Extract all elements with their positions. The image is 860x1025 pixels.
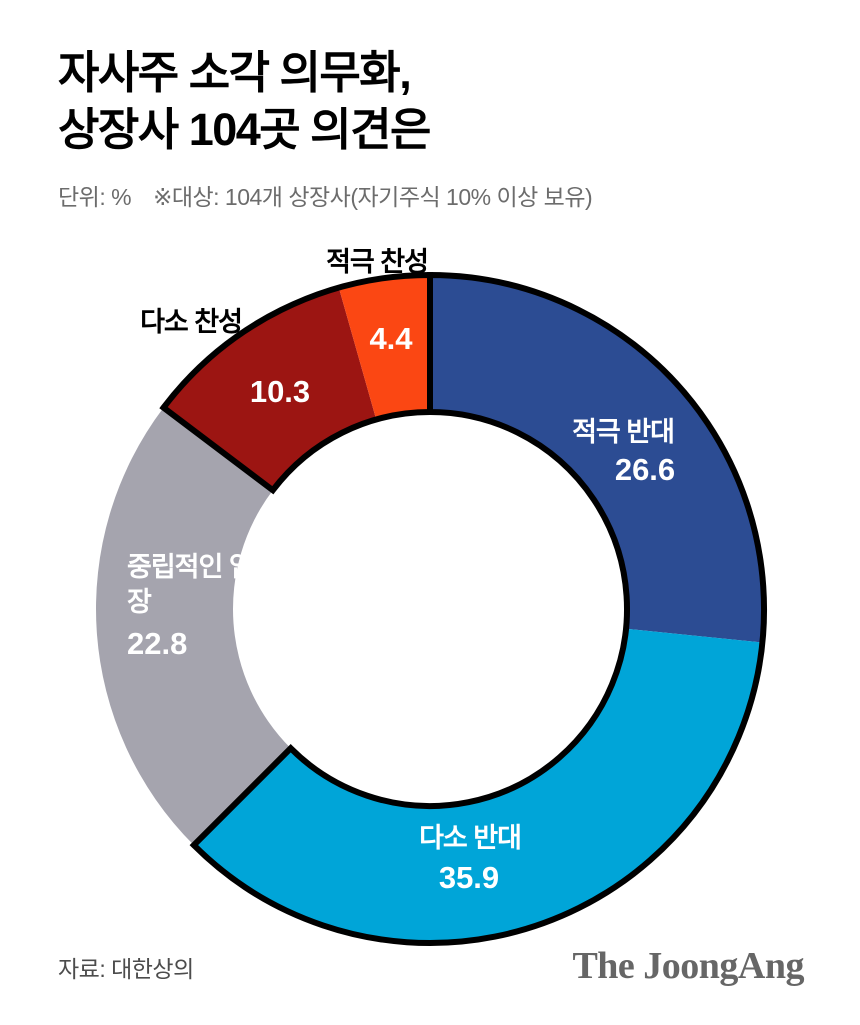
segment-value-neutral: 22.8 [127,626,188,661]
donut-segment-2 [96,407,291,846]
chart-subtitle: 단위: % ※대상: 104개 상장사(자기주식 10% 이상 보유) [58,178,593,212]
source-note: 자료: 대한상의 [58,956,194,982]
segment-value-daso-bandae: 35.9 [438,860,500,895]
segment-label-daso-chanseong: 다소 찬성 [140,307,243,337]
segment-label-jeokguk-bandae: 적극 반대 [572,417,675,447]
donut-segment-3 [163,287,377,491]
donut-segment-4 [338,275,430,420]
segment-value-jeokguk-chanseong: 4.4 [369,321,413,356]
donut-group-outline-1 [159,271,433,495]
chart-title-line1: 자사주 소각 의무화, [58,47,412,98]
chart-title: 자사주 소각 의무화, 상장사 104곳 의견은 [58,44,778,158]
segment-label-jeokguk-chanseong: 적극 찬성 [326,247,429,277]
segment-label-daso-bandae: 다소 반대 [419,823,522,853]
segment-value-jeokguk-bandae: 26.6 [614,452,676,487]
segment-label-neutral: 중립적인 입장 [127,552,254,617]
unit-label: 단위: % [58,184,132,210]
segment-value-daso-chanseong: 10.3 [249,374,311,409]
joongang-logo: The JoongAng [572,945,804,987]
target-note: ※대상: 104개 상장사(자기주식 10% 이상 보유) [153,184,593,210]
donut-segment-1 [193,628,763,943]
donut-segment-0 [430,275,764,643]
donut-group-outline-0 [189,271,767,946]
chart-title-line2: 상장사 104곳 의견은 [58,104,431,155]
